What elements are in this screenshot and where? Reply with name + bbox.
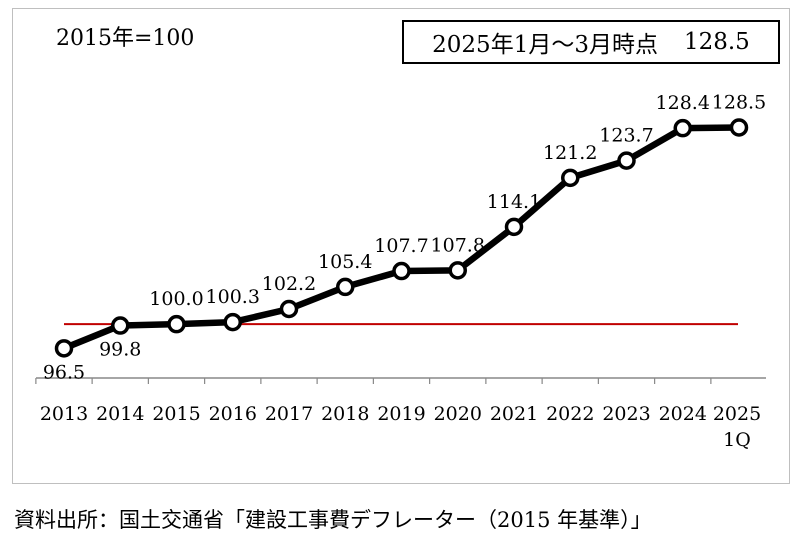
x-tick-label: 2017	[265, 403, 313, 425]
data-label: 114.1	[487, 191, 541, 213]
data-point	[279, 299, 299, 319]
x-tick-label: 2025 1Q	[713, 403, 761, 451]
data-label: 128.5	[712, 91, 766, 113]
x-tick-label: 2015	[152, 403, 200, 425]
x-tick-label: 2024	[659, 403, 707, 425]
data-point	[111, 316, 130, 335]
data-point	[167, 314, 186, 334]
data-point	[336, 277, 355, 297]
data-point	[54, 339, 74, 358]
x-tick-label: 2021	[490, 403, 538, 425]
data-label: 96.5	[43, 361, 85, 383]
data-label: 100.3	[206, 286, 260, 308]
data-label: 123.7	[599, 125, 653, 147]
x-tick-label: 2020	[434, 403, 482, 425]
data-label: 99.8	[99, 339, 141, 361]
data-label: 105.4	[318, 251, 372, 273]
data-source-note: 資料出所：国土交通省「建設工事費デフレーター（2015 年基準）」	[14, 508, 652, 532]
data-point	[504, 217, 524, 237]
callout-value: 128.5	[683, 29, 750, 55]
data-point	[448, 261, 467, 280]
latest-value-callout: 2025年1月～3月時点 128.5	[402, 20, 780, 64]
data-label: 121.2	[543, 142, 597, 164]
data-label: 100.0	[149, 288, 203, 310]
data-point	[617, 151, 636, 170]
data-label: 107.7	[374, 235, 428, 257]
chart-frame	[12, 8, 790, 484]
data-point	[729, 118, 749, 137]
base-year-note: 2015年=100	[56, 26, 195, 51]
data-label: 102.2	[262, 273, 316, 295]
data-point	[673, 118, 692, 138]
data-point	[223, 312, 242, 332]
data-label: 128.4	[656, 92, 710, 114]
data-point	[561, 168, 580, 188]
data-point	[392, 261, 411, 281]
x-tick-label: 2022	[546, 403, 594, 425]
callout-label: 2025年1月～3月時点	[432, 32, 658, 58]
x-tick-label: 2014	[96, 403, 144, 425]
x-tick-label: 2018	[321, 403, 369, 425]
x-tick-label: 2019	[377, 403, 425, 425]
x-tick-label: 2016	[209, 403, 257, 425]
x-tick-label: 2013	[40, 403, 88, 425]
x-tick-label: 2023	[602, 403, 650, 425]
data-label: 107.8	[431, 234, 485, 256]
